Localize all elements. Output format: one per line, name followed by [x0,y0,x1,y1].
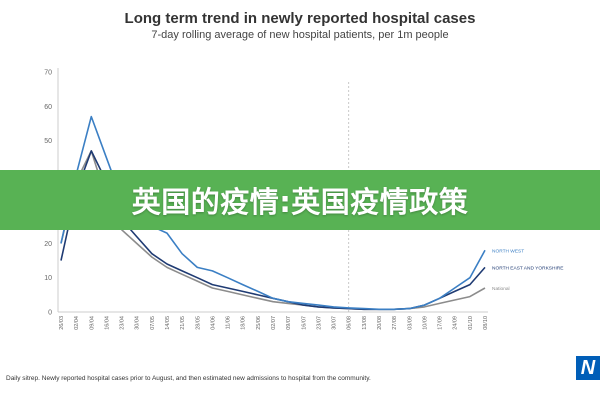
x-tick-label: 09/07 [286,316,292,330]
x-tick-label: 17/09 [438,316,444,330]
y-tick-label: 10 [44,275,52,282]
chart-subtitle: 7-day rolling average of new hospital pa… [151,29,449,41]
x-tick-label: 21/05 [180,316,186,330]
x-tick-label: 16/07 [301,316,307,330]
legend-label: National [492,286,510,292]
x-tick-label: 24/09 [453,316,459,330]
x-tick-label: 02/04 [74,316,80,330]
nhs-logo: N [576,356,600,380]
x-tick-label: 08/10 [483,316,489,330]
y-tick-label: 70 [44,70,52,77]
x-tick-label: 20/08 [377,316,383,330]
y-tick-label: 50 [44,138,52,145]
x-tick-label: 13/08 [362,316,368,330]
x-tick-label: 16/04 [104,316,110,330]
banner-text: 英国的疫情:英国疫情政策 [131,185,469,219]
x-tick-label: 23/04 [120,316,126,330]
overlay-banner: 英国的疫情:英国疫情政策 [0,170,600,230]
x-tick-label: 09/04 [89,316,95,330]
x-tick-label: 27/08 [392,316,398,330]
x-tick-label: 28/05 [195,316,201,330]
x-tick-label: 06/08 [347,316,353,330]
x-tick-label: 01/10 [468,316,474,330]
legend-label: NORTH EAST AND YORKSHIRE [492,265,563,271]
y-tick-label: 0 [48,310,52,317]
x-tick-label: 03/09 [407,316,413,330]
legend-label: NORTH WEST [492,248,524,254]
x-tick-label: 14/05 [165,316,171,330]
x-tick-label: 04/06 [210,316,216,330]
x-tick-label: 10/09 [422,316,428,330]
y-tick-label: 20 [44,241,52,248]
footnote: Daily sitrep. Newly reported hospital ca… [6,375,371,382]
chart-title: Long term trend in newly reported hospit… [124,10,476,27]
x-tick-label: 18/06 [241,316,247,330]
x-tick-label: 30/07 [332,316,338,330]
x-tick-label: 11/06 [226,316,232,329]
x-tick-label: 25/06 [256,316,262,330]
x-tick-label: 30/04 [135,316,141,330]
x-tick-label: 26/03 [59,316,65,330]
x-tick-label: 23/07 [316,316,322,330]
y-tick-label: 60 [44,104,52,111]
x-tick-label: 02/07 [271,316,277,330]
x-tick-label: 07/05 [150,316,156,330]
